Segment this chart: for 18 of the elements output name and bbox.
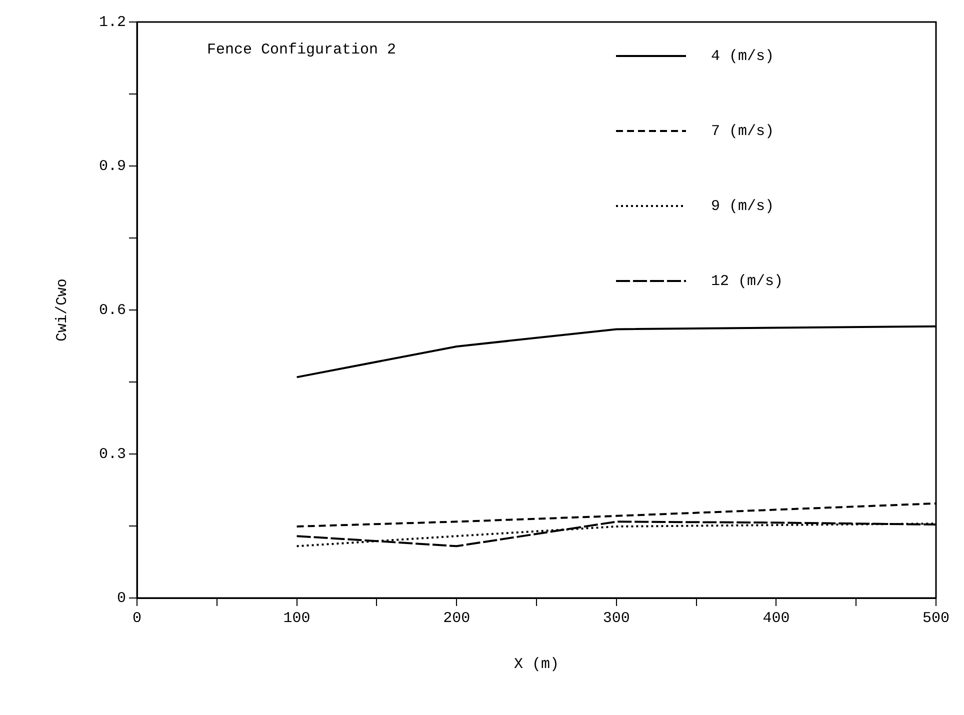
x-tick-label: 100 (283, 610, 310, 627)
x-axis-title: X (m) (514, 656, 560, 673)
y-tick-label: 1.2 (98, 14, 126, 31)
legend-label: 9 (m/s) (711, 198, 774, 215)
x-tick-label: 400 (762, 610, 790, 627)
y-tick-label: 0.6 (98, 302, 126, 319)
y-tick-label: 0.9 (98, 158, 126, 175)
legend-label: 12 (m/s) (711, 272, 784, 290)
y-tick-label: 0.3 (98, 446, 126, 463)
legend-label: 4 (m/s) (711, 48, 774, 65)
y-tick-label: 0 (116, 590, 126, 607)
x-tick-label: 500 (922, 610, 950, 627)
legend-label: 7 (m/s) (711, 122, 774, 140)
annotation: Fence Configuration 2 (207, 41, 396, 58)
y-axis-title: Cwi/Cwo (54, 278, 71, 342)
x-tick-label: 0 (132, 610, 142, 627)
x-tick-label: 200 (443, 610, 470, 627)
x-tick-label: 300 (602, 610, 630, 627)
